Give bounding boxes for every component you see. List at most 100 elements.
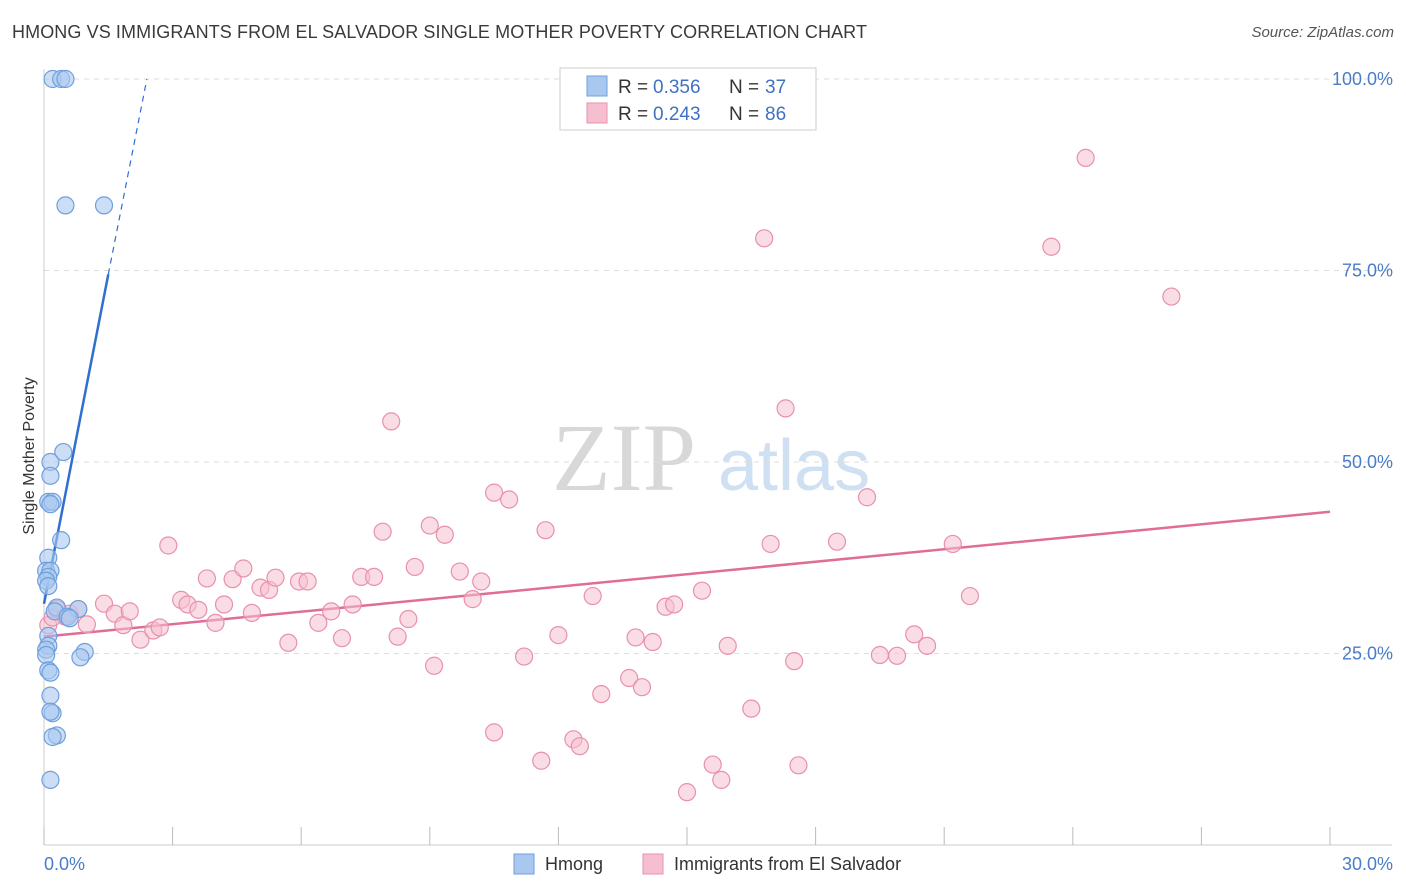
legend-n-label-1: N = [729,77,759,98]
point-salvador-29 [298,572,317,591]
point-salvador-45 [463,590,482,609]
point-salvador-41 [420,516,439,535]
trendline-hmong [42,274,110,604]
bottom-legend-swatch-hmong [513,853,535,875]
gridlines [44,78,1392,654]
point-hmong-10 [41,495,60,514]
point-salvador-13 [150,618,169,637]
point-salvador-23 [242,603,262,623]
x-tick-labels: 0.0% 30.0% [44,854,1393,874]
point-salvador-17 [189,600,208,619]
point-salvador-52 [549,626,568,645]
point-salvador-54 [570,737,589,756]
watermark-zip: ZIP [552,404,696,511]
point-salvador-30 [309,613,328,632]
point-salvador-43 [424,656,444,675]
point-salvador-63 [665,595,684,614]
trend-lines [42,78,1331,638]
point-salvador-80 [917,636,937,655]
point-salvador-64 [677,783,697,802]
point-salvador-65 [692,581,712,600]
point-salvador-39 [399,609,418,629]
legend-n-value-1: 37 [765,77,786,98]
point-hmong-28 [71,648,90,667]
point-salvador-42 [435,525,454,544]
point-hmong-7 [41,466,60,485]
point-salvador-74 [789,756,808,775]
point-hmong-26 [37,645,56,665]
point-salvador-36 [373,522,392,541]
point-salvador-72 [776,399,795,418]
point-salvador-50 [515,647,534,666]
point-salvador-37 [382,412,401,431]
legend-n-value-2: 86 [765,104,786,125]
point-salvador-47 [485,483,504,502]
point-salvador-49 [485,723,504,742]
point-hmong-11 [52,531,71,550]
point-hmong-36 [41,770,60,789]
y-tick-label-100: 100.0% [1332,69,1393,89]
source-label: Source: ZipAtlas.com [1251,24,1394,41]
point-hmong-22 [60,609,79,628]
point-salvador-33 [343,595,362,614]
legend-r-label-1: R = [618,77,648,98]
point-salvador-83 [1042,237,1061,256]
legend: R = 0.356 N = 37 R = 0.243 N = 86 [559,67,817,131]
point-hmong-3 [56,196,75,215]
legend-r-value-1: 0.356 [653,77,701,98]
point-salvador-78 [887,646,907,665]
y-tick-labels: 25.0% 50.0% 75.0% 100.0% [1332,69,1393,664]
point-salvador-55 [532,751,551,770]
point-salvador-69 [755,229,774,248]
point-hmong-33 [41,702,60,721]
legend-r-value-2: 0.243 [653,104,701,125]
point-salvador-60 [626,628,645,647]
legend-n-label-2: N = [729,104,759,125]
point-salvador-59 [632,678,652,697]
point-hmong-31 [41,686,60,705]
point-salvador-61 [643,632,662,652]
trendline-hmong-extension [107,78,148,275]
point-salvador-44 [450,562,469,581]
point-salvador-21 [223,570,242,589]
point-salvador-40 [405,557,424,577]
point-salvador-68 [718,636,737,655]
y-tick-label-75: 75.0% [1342,261,1393,281]
point-salvador-20 [214,595,234,614]
point-hmong-30 [41,663,60,682]
y-tick-label-25: 25.0% [1342,644,1393,664]
bottom-legend-hmong: Hmong [545,854,603,874]
point-salvador-10 [120,602,139,621]
point-salvador-81 [943,534,962,554]
bottom-legend: Hmong Immigrants from El Salvador [513,853,901,875]
point-salvador-58 [620,668,639,688]
point-salvador-76 [857,488,877,507]
watermark-atlas: atlas [718,426,870,506]
point-salvador-66 [703,755,722,774]
y-tick-label-50: 50.0% [1342,452,1393,472]
point-salvador-71 [761,534,780,554]
legend-r-label-2: R = [618,104,648,125]
point-salvador-19 [206,613,225,632]
point-salvador-75 [827,532,847,551]
legend-swatch-salvador [586,102,608,124]
point-salvador-73 [785,652,804,671]
point-hmong-2 [56,69,75,89]
point-salvador-35 [364,567,384,587]
point-hmong-17 [39,576,58,596]
point-salvador-56 [583,586,602,606]
point-salvador-48 [500,490,519,509]
point-salvador-70 [742,699,761,718]
point-hmong-5 [54,442,73,462]
y-axis-label: Single Mother Poverty [21,377,38,534]
point-salvador-14 [159,536,178,555]
series-salvador-points [39,148,1181,802]
point-hmong-4 [94,196,114,215]
point-salvador-84 [1076,148,1095,167]
point-salvador-38 [388,627,407,646]
point-salvador-82 [960,586,980,606]
point-salvador-79 [905,625,924,644]
point-salvador-32 [332,629,352,648]
x-tick-label-0: 0.0% [44,854,85,874]
x-tick-label-1: 30.0% [1342,854,1393,874]
